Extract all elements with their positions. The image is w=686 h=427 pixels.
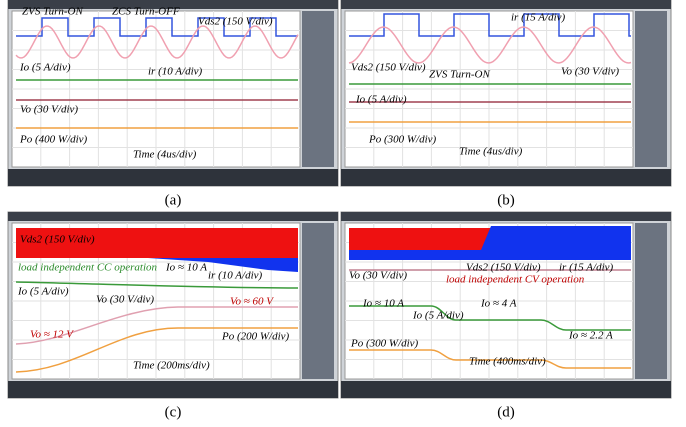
side-panel <box>635 223 667 379</box>
scope-panel: Vo (30 V/div) Vds2 (150 V/div) ir (15 A/di… <box>341 212 671 398</box>
annotation: ir (15 A/div) <box>511 12 566 24</box>
status-bar <box>341 381 671 398</box>
annotation: ZVS Turn-ON <box>22 6 83 18</box>
scope-panel: ZVS Turn-ON ZCS Turn-OFF Vds2 (150 V/div) i… <box>8 0 338 186</box>
annotation: Io ≈ 2.2 A <box>568 330 613 342</box>
status-bar <box>8 169 338 186</box>
status-bar <box>8 381 338 398</box>
annotation: Vds2 (150 V/div) <box>466 262 541 274</box>
annotation: Io (5 A/div) <box>355 94 407 106</box>
side-panel <box>302 223 334 379</box>
annotation: ZVS Turn-ON <box>429 69 490 81</box>
annotation: ir (10 A/div) <box>148 66 203 78</box>
annotation: Vds2 (150 V/div) <box>198 16 273 28</box>
annotation: Po (300 W/div) <box>368 134 437 146</box>
annotation: load independent CV operation <box>446 274 585 286</box>
annotation: Io ≈ 4 A <box>480 298 517 310</box>
annotation: Vo ≈ 12 V <box>30 329 74 341</box>
annotation: Vo ≈ 60 V <box>230 296 274 308</box>
annotation: Io ≈ 10 A <box>165 262 207 274</box>
caption: (d) <box>497 404 515 420</box>
figure: ZVS Turn-ONZCS Turn-OFFVds2 (150 V/div)i… <box>0 0 686 427</box>
caption: (a) <box>165 192 182 208</box>
menu-bar <box>341 0 671 9</box>
annotation: Vds2 (150 V/div) <box>20 234 95 246</box>
annotation: ZCS Turn-OFF <box>112 6 180 18</box>
caption: (b) <box>497 192 515 208</box>
annotation: Io (5 A/div) <box>412 310 464 322</box>
annotation: Vo (30 V/div) <box>561 66 619 78</box>
scope-panel: Vds2 (150 V/div) load independent CC oper… <box>8 212 338 398</box>
annotation: Io (5 A/div) <box>17 286 69 298</box>
annotation: ir (10 A/div) <box>208 270 263 282</box>
annotation: Io (5 A/div) <box>19 62 71 74</box>
side-panel <box>635 11 667 167</box>
annotation: Po (400 W/div) <box>19 134 88 146</box>
annotation: Time (400ms/div) <box>469 356 546 368</box>
annotation: load independent CC operation <box>18 262 158 274</box>
annotation: Time (4us/div) <box>459 146 523 158</box>
side-panel <box>302 11 334 167</box>
annotation: Vo (30 V/div) <box>349 270 407 282</box>
annotation: Vds2 (150 V/div) <box>351 62 426 74</box>
scope-panel: ir (15 A/div) Vds2 (150 V/div)ZVS Turn-ON… <box>341 0 671 186</box>
menu-bar <box>8 212 338 221</box>
status-bar <box>341 169 671 186</box>
caption: (c) <box>165 404 182 420</box>
page: ZVS Turn-ONZCS Turn-OFFVds2 (150 V/div)i… <box>0 0 686 427</box>
annotation: Time (4us/div) <box>133 149 197 161</box>
annotation: Io ≈ 10 A <box>362 298 404 310</box>
annotation: Vo (30 V/div) <box>20 104 78 116</box>
annotation: Vo (30 V/div) <box>96 294 154 306</box>
annotation: Po (200 W/div) <box>221 331 290 343</box>
annotation: ir (15 A/div) <box>559 262 614 274</box>
annotation: Po (300 W/div) <box>350 338 419 350</box>
annotation: Time (200ms/div) <box>133 360 210 372</box>
menu-bar <box>341 212 671 221</box>
